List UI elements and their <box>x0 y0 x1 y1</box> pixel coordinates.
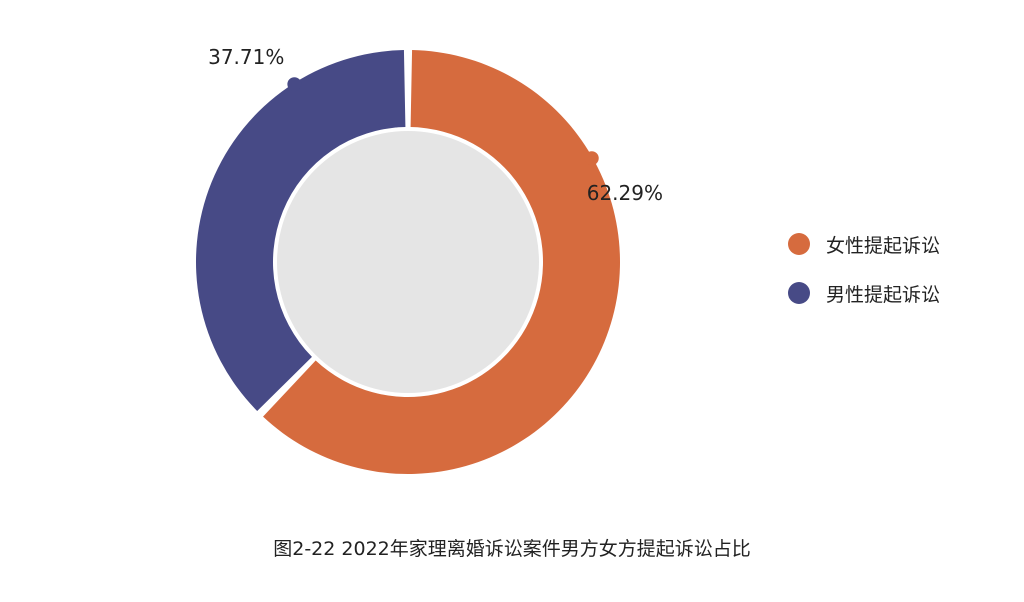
donut-center <box>277 131 539 393</box>
legend-swatch-female <box>788 233 810 255</box>
slice-male <box>195 50 406 412</box>
legend-item-male: 男性提起诉讼 <box>788 281 941 306</box>
value-label-male: 37.71% <box>208 45 284 69</box>
legend-item-female: 女性提起诉讼 <box>788 232 941 257</box>
legend-label-male: 男性提起诉讼 <box>826 283 941 306</box>
chart-legend: 女性提起诉讼 男性提起诉讼 <box>788 232 940 330</box>
figure-caption: 图2-22 2022年家理离婚诉讼案件男方女方提起诉讼占比 <box>273 538 751 560</box>
legend-label-female: 女性提起诉讼 <box>826 234 941 257</box>
value-label-female: 62.29% <box>587 181 663 205</box>
label-marker-male <box>287 77 302 92</box>
label-marker-female <box>584 151 599 166</box>
legend-swatch-male <box>788 282 810 304</box>
slice-female <box>263 50 620 475</box>
